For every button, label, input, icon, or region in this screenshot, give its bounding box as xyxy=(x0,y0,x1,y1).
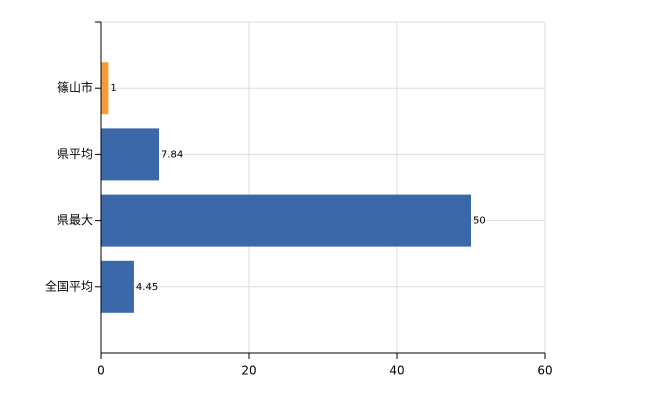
x-tick-label: 20 xyxy=(241,364,256,378)
value-label: 50 xyxy=(473,216,486,227)
y-tick-label: 県最大 xyxy=(57,213,93,227)
y-tick-label: 県平均 xyxy=(57,147,93,161)
y-tick-label: 全国平均 xyxy=(45,278,93,293)
bar xyxy=(101,260,134,313)
value-label: 7.84 xyxy=(161,149,183,160)
x-tick-label: 60 xyxy=(537,364,552,378)
y-tick-label: 篠山市 xyxy=(57,80,93,95)
x-tick-label: 0 xyxy=(97,364,105,378)
bar xyxy=(101,194,471,247)
bar xyxy=(101,62,109,115)
value-label: 4.45 xyxy=(136,282,158,293)
value-label: 1 xyxy=(110,83,116,94)
bar xyxy=(101,128,160,181)
x-tick-label: 40 xyxy=(389,364,404,378)
